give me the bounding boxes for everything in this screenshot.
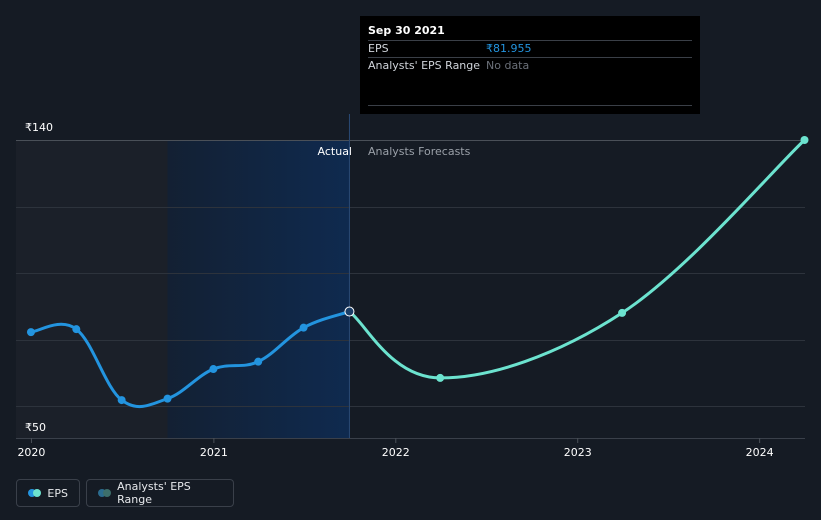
tooltip-date: Sep 30 2021 <box>368 24 445 37</box>
eps-actual-line <box>29 310 351 409</box>
x-axis-ticks: 2020 2021 2022 2023 2024 <box>17 438 774 459</box>
actual-region-label: Actual <box>318 145 352 158</box>
y-tick-label-min: ₹50 <box>25 421 46 434</box>
eps-point-highlighted <box>344 306 355 317</box>
eps-forecast-point <box>436 373 445 382</box>
eps-actual-point <box>26 328 35 337</box>
legend-analysts-range[interactable]: Analysts' EPS Range <box>86 479 234 507</box>
tooltip-range-label: Analysts' EPS Range <box>368 59 481 72</box>
tooltip-divider <box>368 105 692 106</box>
x-tick-label: 2022 <box>382 446 410 459</box>
forecast-region-label: Analysts Forecasts <box>368 145 471 158</box>
eps-forecast-point <box>800 136 809 144</box>
eps-actual-point <box>72 325 81 334</box>
tooltip-eps-value: ₹81.955 <box>486 42 532 55</box>
legend-eps-label: EPS <box>47 486 68 500</box>
eps-actual-point <box>209 365 218 374</box>
highlighted-period-band <box>167 140 350 438</box>
x-tick-label: 2024 <box>746 446 774 459</box>
past-period-band <box>16 140 168 438</box>
series-lines <box>29 138 807 409</box>
x-tick-label: 2023 <box>564 446 592 459</box>
y-tick-label-max: ₹140 <box>25 121 53 134</box>
eps-actual-point <box>254 357 263 366</box>
legend-eps[interactable]: EPS <box>16 479 80 507</box>
eps-legend-icon <box>28 489 41 497</box>
eps-actual-point <box>117 396 126 405</box>
eps-actual-point <box>163 394 172 403</box>
range-legend-icon <box>98 489 111 497</box>
tooltip-divider <box>368 40 692 41</box>
legend-range-label: Analysts' EPS Range <box>117 480 191 506</box>
x-tick-label: 2021 <box>200 446 228 459</box>
eps-forecast-line <box>347 138 807 380</box>
tooltip-eps-label: EPS <box>368 42 389 55</box>
eps-forecast-point <box>618 308 627 317</box>
tooltip-range-value: No data <box>486 59 530 72</box>
series-points <box>26 136 809 405</box>
tooltip: Sep 30 2021 EPS ₹81.955 Analysts' EPS Ra… <box>360 16 700 114</box>
x-tick-label: 2020 <box>17 446 45 459</box>
eps-actual-point <box>299 323 308 332</box>
tooltip-divider <box>368 57 692 58</box>
